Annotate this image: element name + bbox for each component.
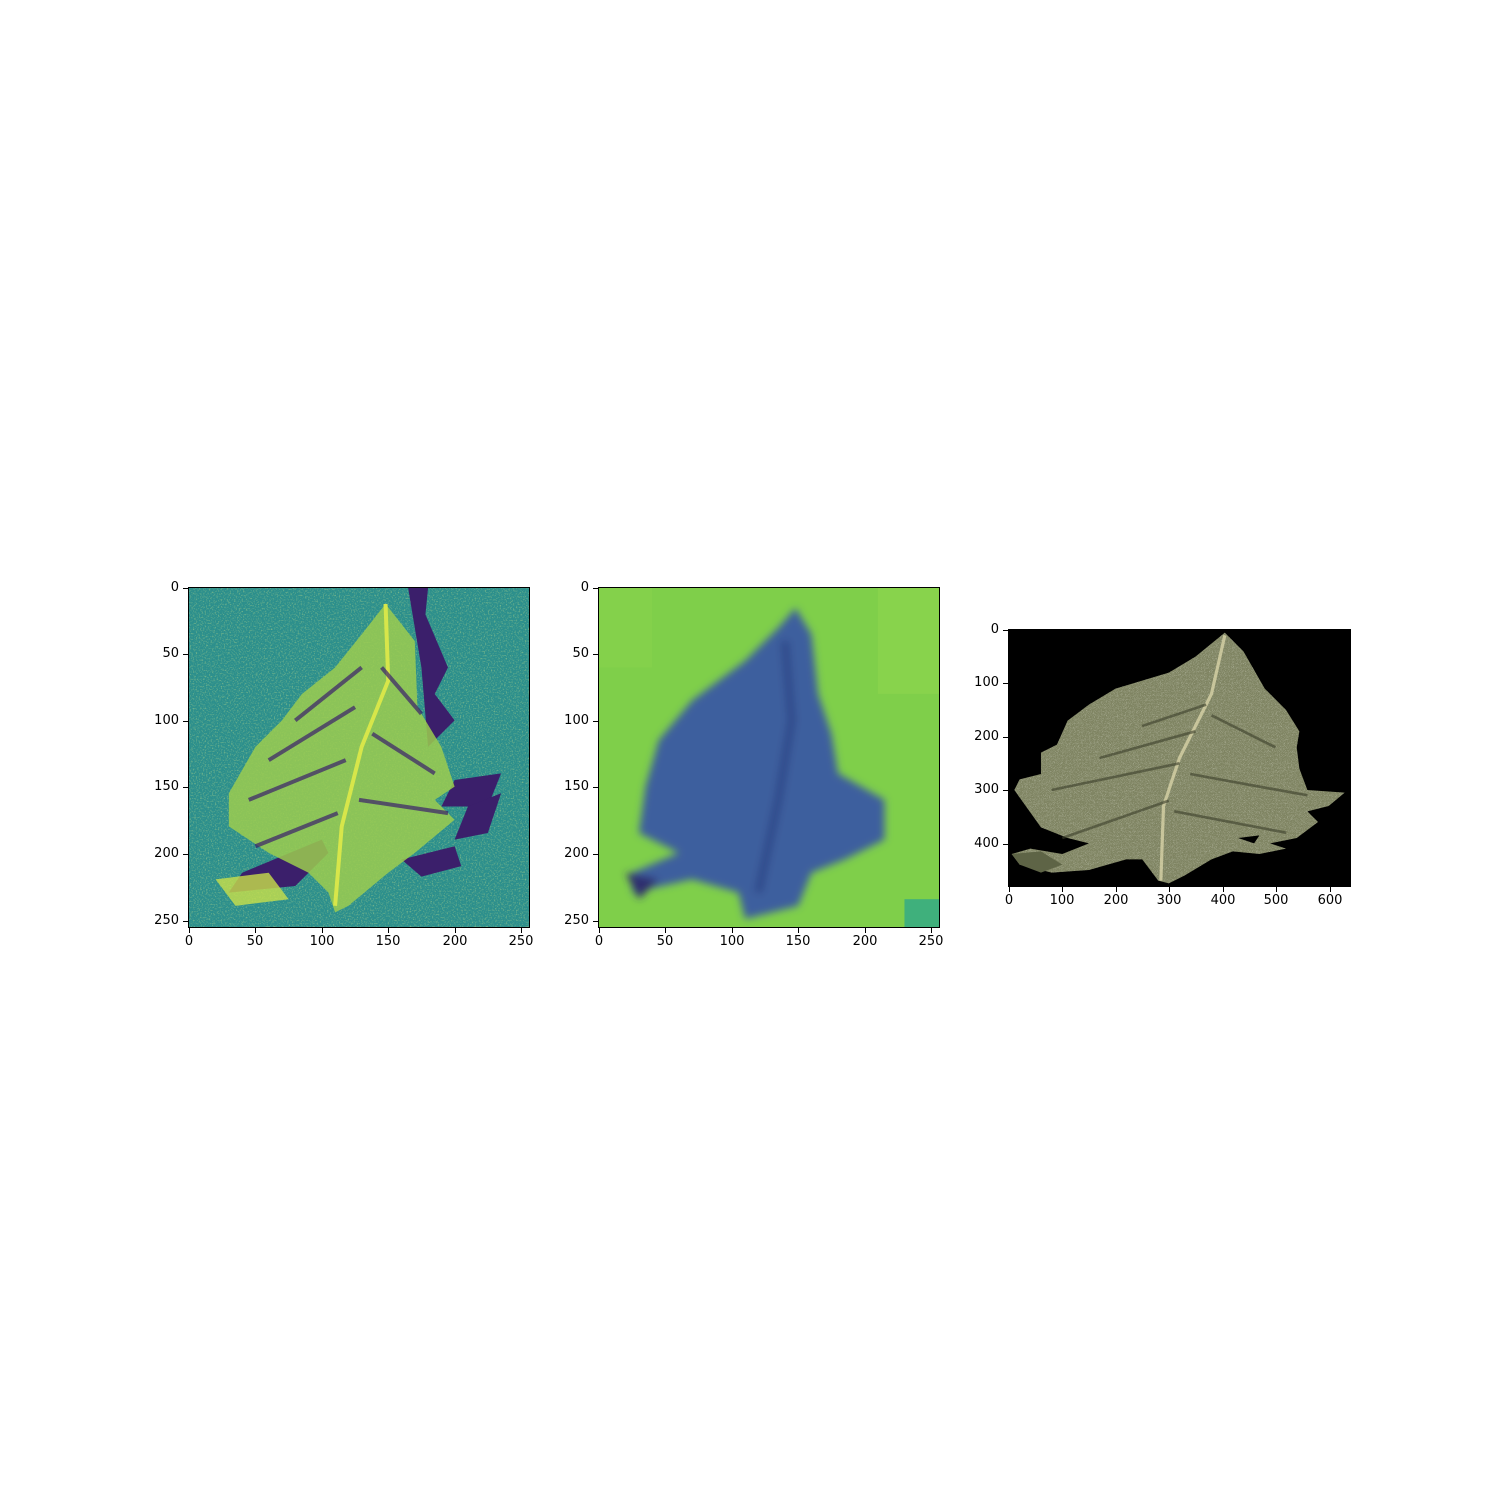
panel-1-y-tick-label: 50: [162, 646, 179, 661]
panel-3-y-tick-label: 100: [974, 675, 999, 690]
panel-3-image-axes: [1008, 629, 1351, 887]
panel-1-x-tick-label: 50: [246, 934, 264, 949]
panel-3-y-tick-label: 0: [990, 622, 999, 637]
panel-2-y-tick-label: 200: [564, 846, 589, 861]
panel-2-y-tick-label: 0: [580, 580, 589, 595]
panel-3-x-tick-label: 200: [1103, 893, 1129, 908]
panel-1-x-tick-label: 100: [309, 934, 335, 949]
panel-1-y-tick-label: 0: [170, 580, 179, 595]
panel-2-y-tick-label: 150: [564, 779, 589, 794]
panel-3-y-tick-label: 400: [974, 836, 999, 851]
panel-1-x-tick-label: 200: [442, 934, 468, 949]
panel-3-x-tick-label: 300: [1156, 893, 1182, 908]
panel-3-x-tick-label: 600: [1317, 893, 1343, 908]
leaf-original-color-image: [1009, 630, 1350, 886]
panel-2-x-tick-label: 0: [594, 934, 604, 949]
panel-2-x-tick-label: 250: [918, 934, 944, 949]
panel-1-image-axes: [188, 587, 530, 928]
leaf-grayscale-noise-viridis-image: [189, 588, 529, 927]
leaf-blurred-viridis-image: [599, 588, 939, 927]
panel-3-x-tick-label: 400: [1210, 893, 1236, 908]
panel-1-x-tick-label: 0: [184, 934, 194, 949]
panel-3-x-tick-label: 500: [1263, 893, 1289, 908]
panel-2-y-tick-label: 50: [572, 646, 589, 661]
panel-3-y-tick-label: 200: [974, 729, 999, 744]
panel-2-y-tick-label: 250: [564, 913, 589, 928]
panel-2-y-tick-label: 100: [564, 713, 589, 728]
panel-3-x-tick-label: 100: [1049, 893, 1075, 908]
panel-1-y-tick-label: 250: [154, 913, 179, 928]
panel-1-x-tick-label: 250: [508, 934, 534, 949]
panel-3-x-tick-label: 0: [1004, 893, 1014, 908]
panel-3-y-tick-label: 300: [974, 782, 999, 797]
panel-1-y-tick-label: 150: [154, 779, 179, 794]
panel-2-x-tick-label: 200: [852, 934, 878, 949]
panel-2-x-tick-label: 100: [719, 934, 745, 949]
panel-2-image-axes: [598, 587, 940, 928]
panel-2-x-tick-label: 150: [785, 934, 811, 949]
panel-1-y-tick-label: 100: [154, 713, 179, 728]
panel-1-y-tick-label: 200: [154, 846, 179, 861]
panel-2-x-tick-label: 50: [656, 934, 674, 949]
panel-1-x-tick-label: 150: [375, 934, 401, 949]
